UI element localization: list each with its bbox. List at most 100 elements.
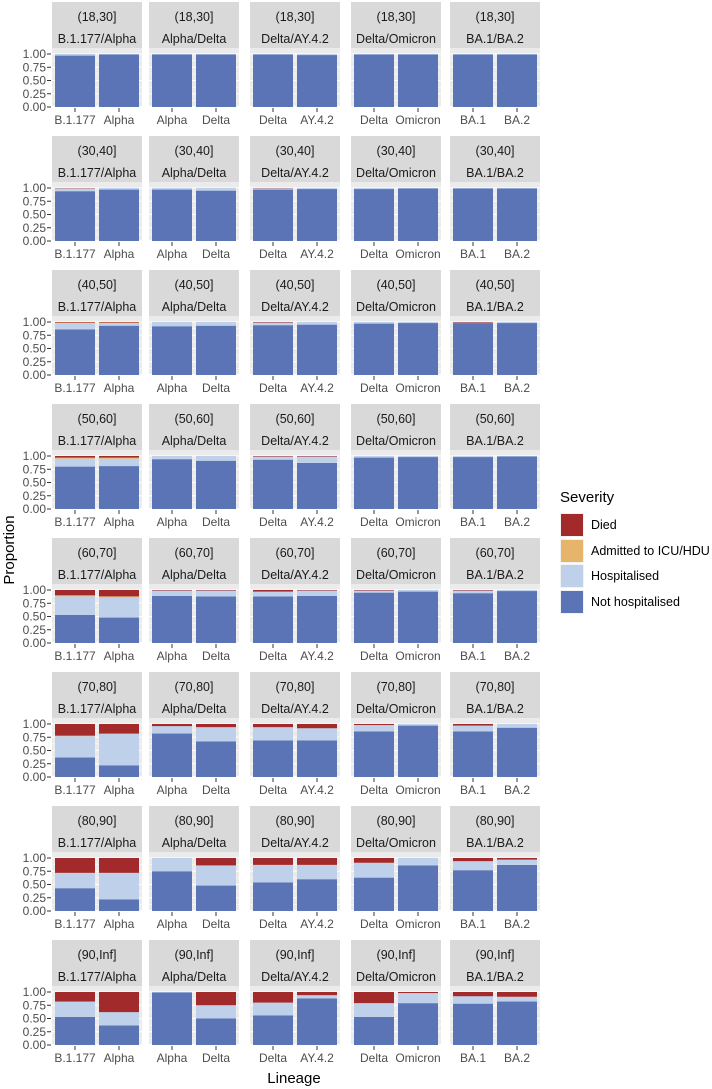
x-tick-label: AY.4.2 xyxy=(300,113,334,127)
strip-comparison-label: B.1.177/Alpha xyxy=(58,300,137,314)
bar-segment-hospitalised xyxy=(196,322,236,326)
x-tick-label: Alpha xyxy=(104,113,135,127)
x-tick-label: Alpha xyxy=(104,1051,135,1065)
strip-age-label: (18,30] xyxy=(377,10,416,24)
strip-comparison-label: Delta/Omicron xyxy=(356,434,436,448)
bar-segment-not-hospitalised xyxy=(196,1018,236,1045)
y-tick-label: 1.00 xyxy=(23,449,47,463)
bar-segment-died xyxy=(152,724,192,727)
bar-segment-not-hospitalised xyxy=(354,1016,394,1045)
facet-strip xyxy=(450,806,540,852)
bar-segment-hospitalised xyxy=(196,865,236,886)
bar-segment-died xyxy=(99,724,139,734)
bar-segment-not-hospitalised xyxy=(297,189,337,241)
x-tick-label: Delta xyxy=(360,917,388,931)
bar-segment-icu-hdu xyxy=(99,457,139,459)
strip-age-label: (60,70] xyxy=(78,546,117,560)
y-tick-label: 1.00 xyxy=(23,851,47,865)
bar-segment-hospitalised xyxy=(497,724,537,728)
y-tick-label: 1.00 xyxy=(23,315,47,329)
facet-strip xyxy=(149,404,239,450)
strip-comparison-label: Delta/AY.4.2 xyxy=(261,166,329,180)
strip-age-label: (50,60] xyxy=(476,412,515,426)
y-tick-label: 1.00 xyxy=(23,583,47,597)
bar-segment-not-hospitalised xyxy=(152,733,192,777)
facet-strip xyxy=(52,806,142,852)
facet-strip xyxy=(250,806,340,852)
bar-segment-hospitalised xyxy=(297,590,337,596)
bar-segment-hospitalised xyxy=(398,322,438,324)
bar-segment-hospitalised xyxy=(497,188,537,189)
legend-title: Severity xyxy=(560,489,615,506)
bar-segment-hospitalised xyxy=(497,456,537,457)
x-axis-title: Lineage xyxy=(267,1070,320,1087)
x-tick-label: Delta xyxy=(202,113,230,127)
bar-segment-hospitalised xyxy=(354,590,394,593)
strip-comparison-label: Delta/AY.4.2 xyxy=(261,702,329,716)
x-tick-label: Delta xyxy=(259,515,287,529)
bar-segment-hospitalised xyxy=(497,54,537,55)
bar-segment-died xyxy=(196,724,236,728)
facet-strip xyxy=(450,538,540,584)
strip-comparison-label: B.1.177/Alpha xyxy=(58,568,137,582)
bar-segment-hospitalised xyxy=(297,322,337,325)
bar-segment-not-hospitalised xyxy=(253,54,293,107)
strip-age-label: (40,50] xyxy=(377,278,416,292)
bar-segment-not-hospitalised xyxy=(196,460,236,509)
strip-comparison-label: Delta/Omicron xyxy=(356,836,436,850)
bar-segment-not-hospitalised xyxy=(354,877,394,911)
x-tick-label: Omicron xyxy=(395,1051,440,1065)
bar-segment-not-hospitalised xyxy=(297,595,337,643)
bar-segment-hospitalised xyxy=(497,322,537,324)
y-tick-label: 1.00 xyxy=(23,47,47,61)
strip-age-label: (90,Inf] xyxy=(78,948,117,962)
facet-strip xyxy=(52,940,142,986)
y-tick-label: 0.75 xyxy=(23,60,47,74)
bar-segment-not-hospitalised xyxy=(398,591,438,643)
bar-segment-not-hospitalised xyxy=(152,595,192,643)
strip-comparison-label: Alpha/Delta xyxy=(162,300,227,314)
y-tick-label: 0.50 xyxy=(23,610,47,624)
strip-comparison-label: Alpha/Delta xyxy=(162,568,227,582)
bar-segment-hospitalised xyxy=(297,188,337,190)
bar-segment-not-hospitalised xyxy=(253,189,293,241)
facet-strip xyxy=(351,2,441,48)
strip-age-label: (60,70] xyxy=(276,546,315,560)
strip-comparison-label: BA.1/BA.2 xyxy=(466,970,524,984)
strip-age-label: (18,30] xyxy=(175,10,214,24)
bar-segment-hospitalised xyxy=(55,188,95,192)
x-tick-label: Delta xyxy=(360,113,388,127)
bar-segment-hospitalised xyxy=(398,993,438,1004)
x-tick-label: AY.4.2 xyxy=(300,649,334,663)
bar-segment-not-hospitalised xyxy=(55,888,95,911)
y-tick-label: 0.00 xyxy=(23,1038,47,1052)
x-tick-label: Omicron xyxy=(395,113,440,127)
strip-age-label: (40,50] xyxy=(175,278,214,292)
y-tick-label: 0.25 xyxy=(23,221,47,235)
bar-segment-not-hospitalised xyxy=(196,596,236,643)
bar-segment-died xyxy=(398,992,438,994)
strip-comparison-label: Delta/AY.4.2 xyxy=(261,32,329,46)
x-tick-label: AY.4.2 xyxy=(300,783,334,797)
bar-segment-hospitalised xyxy=(55,323,95,330)
bar-segment-died xyxy=(354,724,394,726)
facet-strip xyxy=(149,270,239,316)
bar-segment-died xyxy=(453,992,493,997)
facet-strip xyxy=(52,2,142,48)
bar-segment-died xyxy=(297,992,337,996)
x-tick-label: Omicron xyxy=(395,917,440,931)
bar-segment-not-hospitalised xyxy=(99,189,139,241)
bar-segment-hospitalised xyxy=(196,727,236,742)
x-tick-label: Omicron xyxy=(395,515,440,529)
y-tick-label: 0.25 xyxy=(23,623,47,637)
x-tick-label: Delta xyxy=(259,113,287,127)
x-tick-label: BA.1 xyxy=(460,917,486,931)
bar-segment-hospitalised xyxy=(152,322,192,327)
strip-comparison-label: Delta/Omicron xyxy=(356,568,436,582)
bar-segment-hospitalised xyxy=(99,1012,139,1026)
y-tick-label: 0.75 xyxy=(23,462,47,476)
bar-segment-not-hospitalised xyxy=(99,1025,139,1045)
x-tick-label: Alpha xyxy=(157,649,188,663)
bar-segment-died xyxy=(253,724,293,728)
bar-segment-not-hospitalised xyxy=(453,731,493,777)
